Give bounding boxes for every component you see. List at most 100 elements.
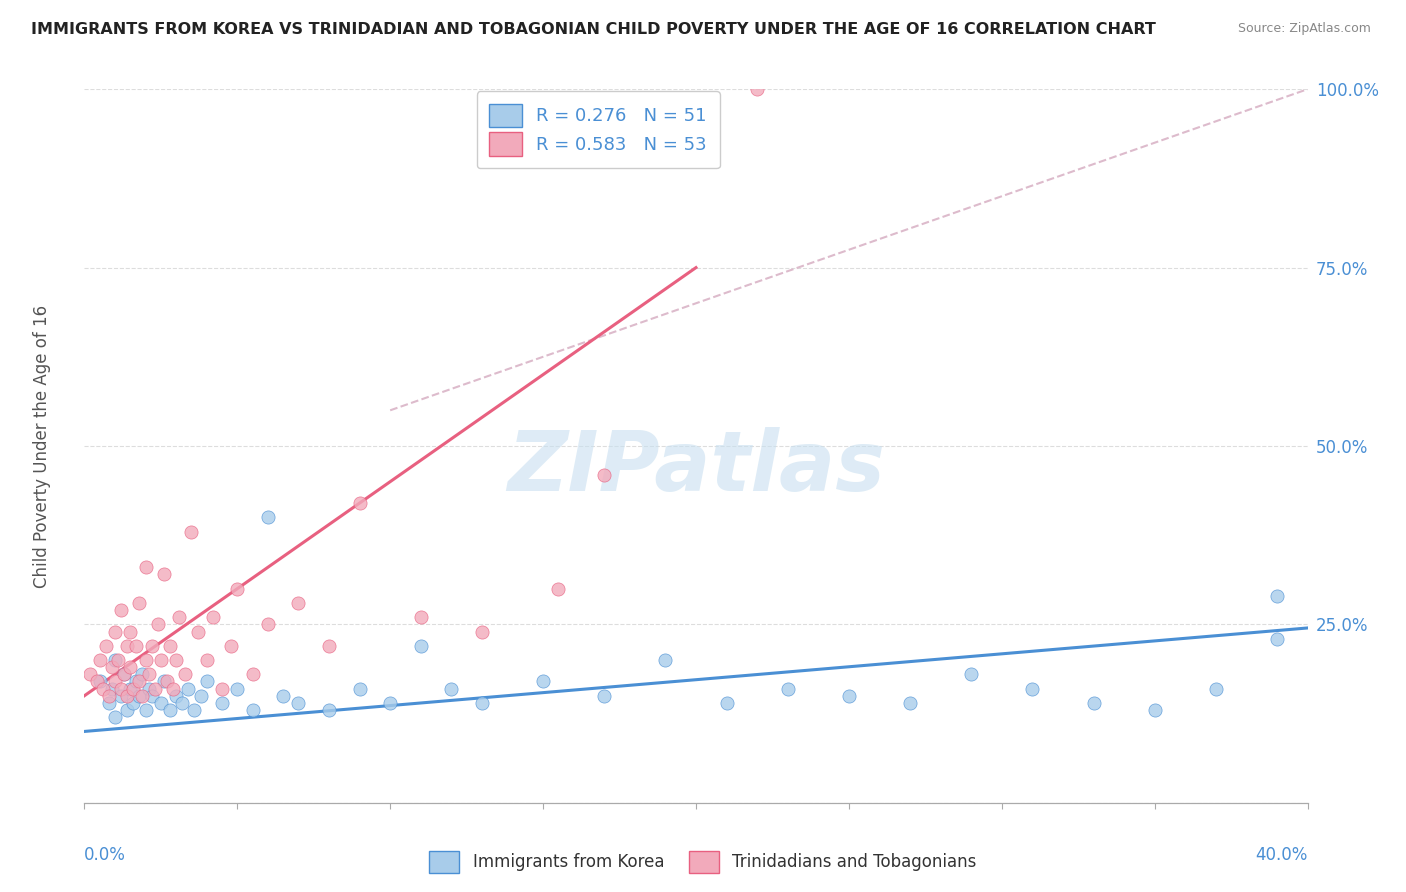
Point [104, 653, 127, 667]
Point [120, 681, 142, 696]
Point [271, 689, 294, 703]
Point [1265, 632, 1288, 646]
Point [201, 610, 224, 624]
Point [128, 689, 150, 703]
Point [162, 681, 184, 696]
Point [195, 674, 218, 689]
Point [838, 689, 860, 703]
Point [180, 524, 202, 539]
Point [654, 653, 676, 667]
Point [97, 689, 120, 703]
Point [195, 653, 218, 667]
Point [153, 567, 176, 582]
Point [219, 639, 242, 653]
Text: Source: ZipAtlas.com: Source: ZipAtlas.com [1237, 22, 1371, 36]
Point [531, 674, 554, 689]
Point [122, 681, 145, 696]
Point [409, 639, 432, 653]
Point [115, 689, 138, 703]
Point [138, 667, 160, 681]
Point [128, 596, 150, 610]
Point [174, 667, 197, 681]
Point [349, 681, 371, 696]
Point [101, 681, 124, 696]
Point [1083, 696, 1105, 710]
Point [287, 696, 309, 710]
Point [146, 617, 169, 632]
Point [110, 603, 132, 617]
Point [138, 681, 160, 696]
Point [1265, 589, 1288, 603]
Point [104, 624, 127, 639]
Point [115, 703, 138, 717]
Point [97, 696, 120, 710]
Point [1143, 703, 1166, 717]
Point [898, 696, 921, 710]
Point [167, 610, 190, 624]
Point [89, 674, 111, 689]
Point [125, 639, 148, 653]
Point [547, 582, 569, 596]
Point [131, 689, 153, 703]
Point [156, 674, 179, 689]
Point [125, 674, 148, 689]
Point [122, 696, 145, 710]
Point [1021, 681, 1043, 696]
Point [120, 660, 142, 674]
Point [593, 689, 616, 703]
Point [716, 696, 738, 710]
Point [135, 653, 157, 667]
Point [120, 624, 142, 639]
Legend: R = 0.276   N = 51, R = 0.583   N = 53: R = 0.276 N = 51, R = 0.583 N = 53 [477, 91, 720, 169]
Point [211, 696, 233, 710]
Point [131, 667, 153, 681]
Point [153, 674, 176, 689]
Point [135, 560, 157, 574]
Point [380, 696, 402, 710]
Point [747, 82, 769, 96]
Point [110, 681, 132, 696]
Point [593, 467, 616, 482]
Point [112, 667, 135, 681]
Text: IMMIGRANTS FROM KOREA VS TRINIDADIAN AND TOBAGONIAN CHILD POVERTY UNDER THE AGE : IMMIGRANTS FROM KOREA VS TRINIDADIAN AND… [31, 22, 1156, 37]
Point [94, 639, 117, 653]
Point [242, 667, 264, 681]
Point [183, 703, 205, 717]
Point [79, 667, 101, 681]
Point [318, 703, 340, 717]
Point [159, 703, 181, 717]
Point [318, 639, 340, 653]
Text: ZIPatlas: ZIPatlas [508, 427, 884, 508]
Point [211, 681, 233, 696]
Point [1205, 681, 1227, 696]
Point [471, 696, 494, 710]
Point [257, 510, 280, 524]
Point [101, 660, 124, 674]
Point [172, 696, 194, 710]
Text: Child Poverty Under the Age of 16: Child Poverty Under the Age of 16 [32, 304, 51, 588]
Point [115, 639, 138, 653]
Point [107, 653, 129, 667]
Point [143, 681, 166, 696]
Point [349, 496, 371, 510]
Point [135, 703, 157, 717]
Point [149, 696, 172, 710]
Text: 40.0%: 40.0% [1256, 846, 1308, 863]
Point [141, 639, 163, 653]
Point [110, 689, 132, 703]
Point [112, 667, 135, 681]
Point [190, 689, 212, 703]
Legend: Immigrants from Korea, Trinidadians and Tobagonians: Immigrants from Korea, Trinidadians and … [423, 845, 983, 880]
Point [242, 703, 264, 717]
Point [86, 674, 108, 689]
Point [960, 667, 983, 681]
Point [257, 617, 280, 632]
Point [287, 596, 309, 610]
Point [128, 674, 150, 689]
Point [186, 624, 208, 639]
Point [149, 653, 172, 667]
Point [104, 710, 127, 724]
Point [165, 689, 187, 703]
Point [159, 639, 181, 653]
Text: 0.0%: 0.0% [84, 846, 127, 863]
